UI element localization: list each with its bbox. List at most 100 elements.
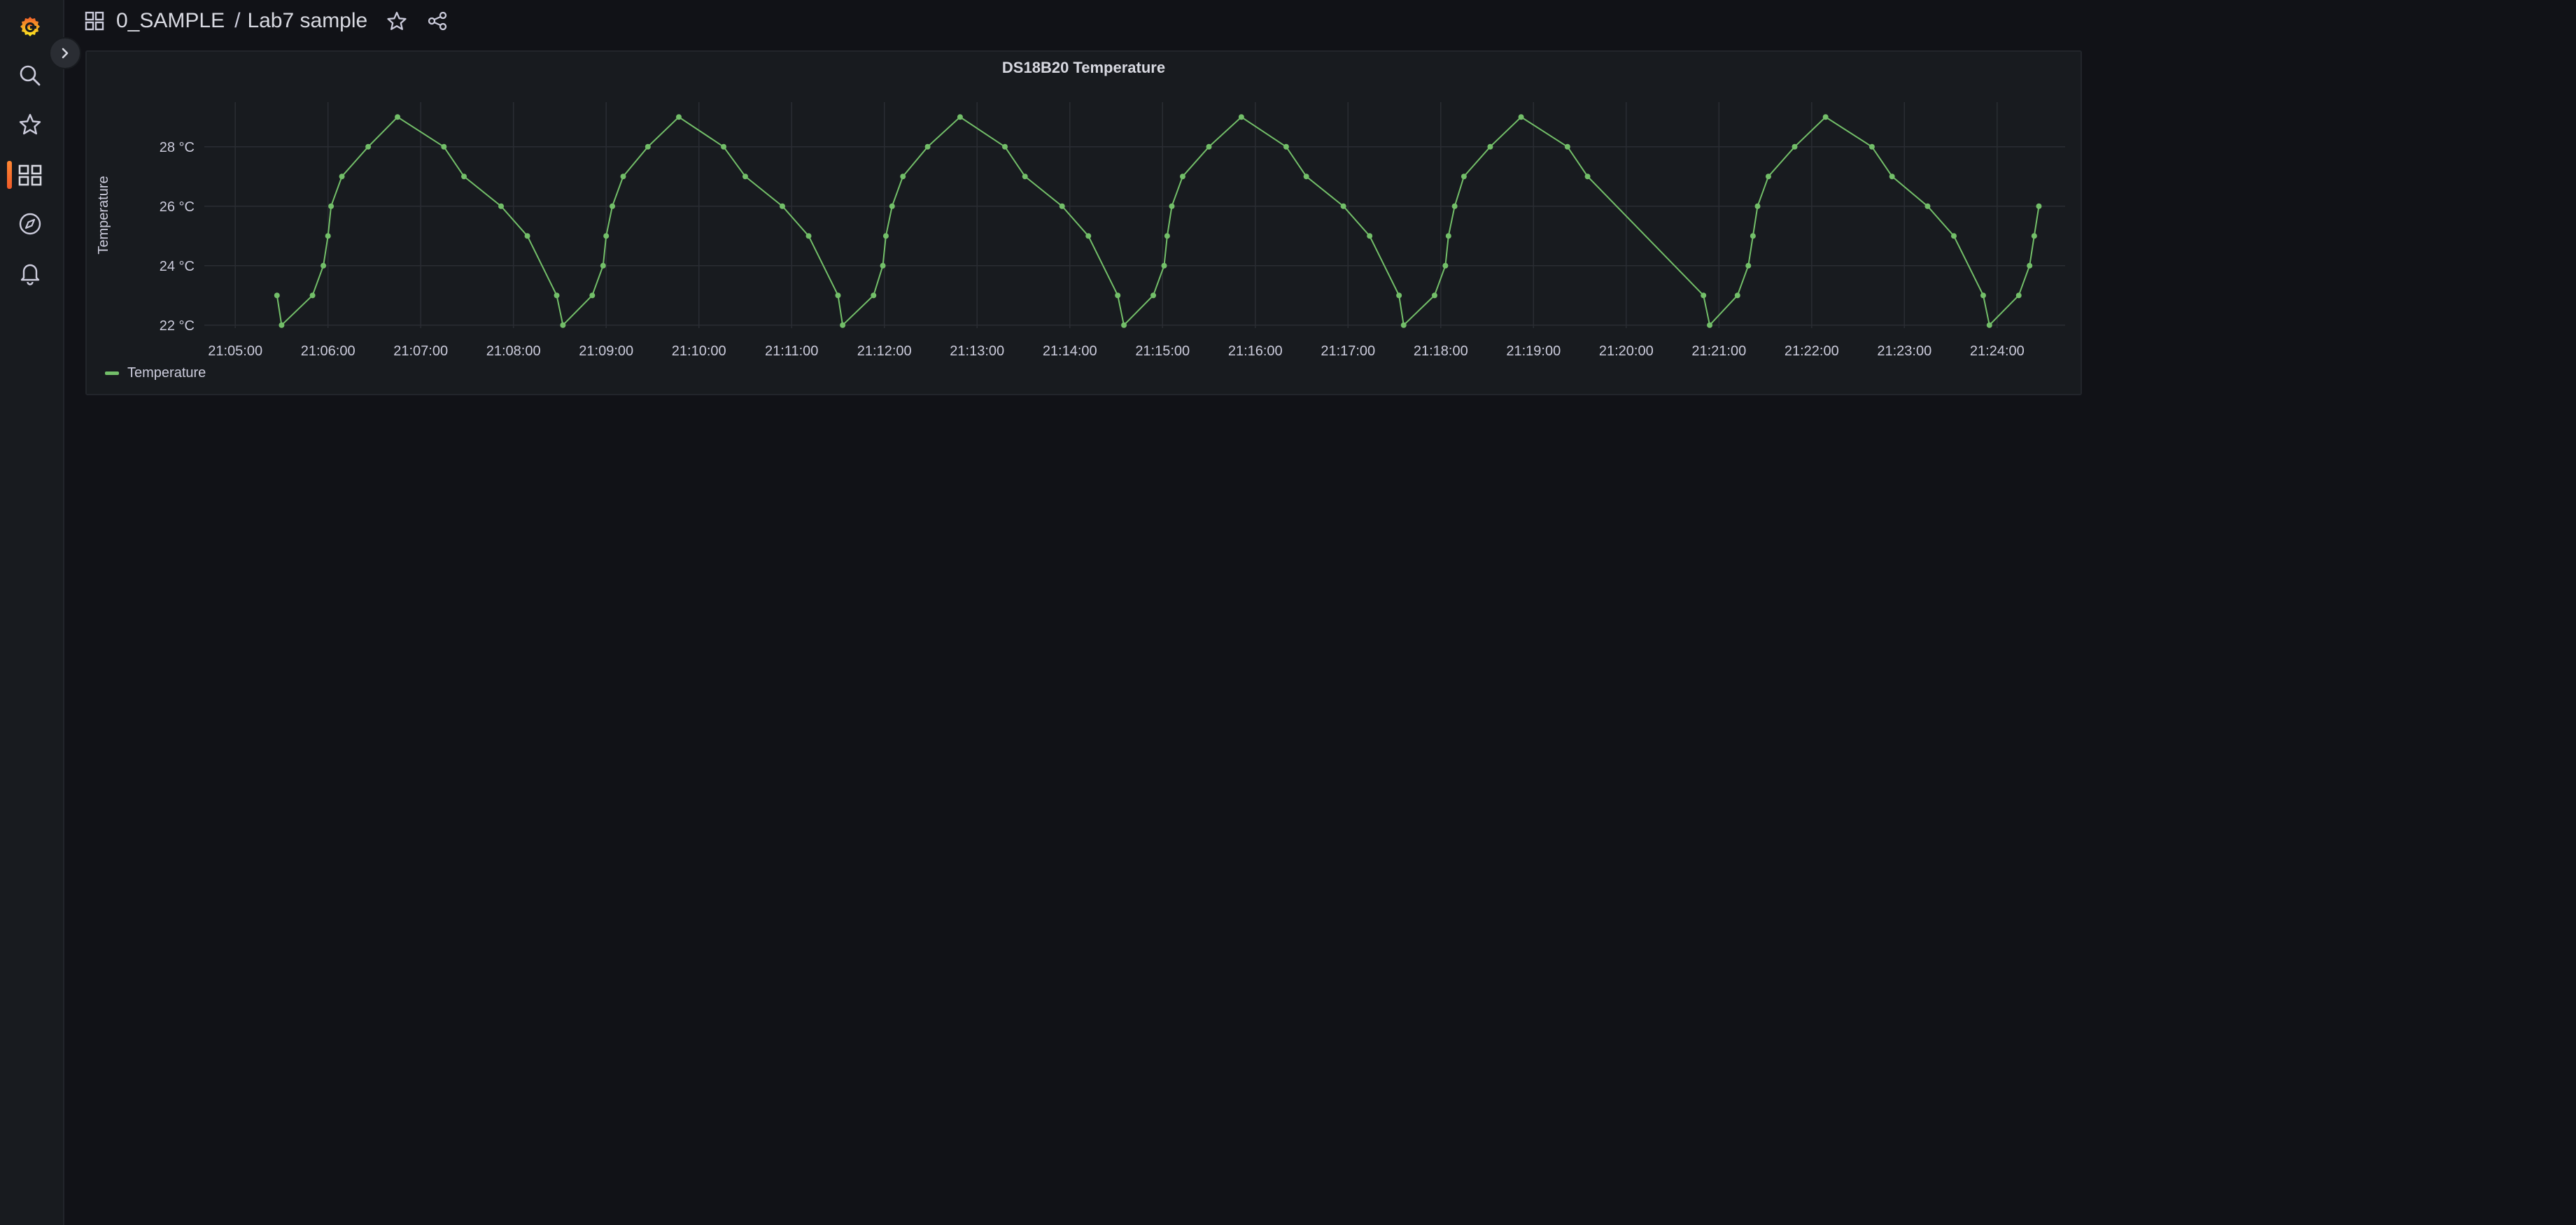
data-point (325, 233, 331, 239)
x-tick-label: 21:09:00 (579, 344, 633, 359)
data-point (1121, 322, 1127, 328)
alerting-nav[interactable] (15, 257, 45, 288)
data-point (610, 203, 616, 209)
data-point (1950, 233, 1957, 239)
data-point (279, 322, 285, 328)
dashboard-title[interactable]: Lab7 sample (247, 9, 368, 32)
data-point (924, 143, 931, 150)
data-point (1445, 233, 1451, 239)
sidebar (0, 0, 64, 1225)
data-point (1461, 174, 1467, 180)
x-tick-label: 21:05:00 (208, 344, 262, 359)
data-point (1518, 114, 1524, 120)
data-point (835, 292, 841, 299)
data-point (721, 143, 727, 150)
chart-panel[interactable]: DS18B20 Temperature 22 °C 24 °C 26 °C 28 °C… (85, 50, 2082, 395)
y-tick-label: 22 °C (160, 318, 195, 334)
legend-swatch (105, 371, 119, 375)
x-tick-label: 21:06:00 (301, 344, 356, 359)
x-tick-label: 21:24:00 (1970, 344, 2025, 359)
x-tick-label: 21:11:00 (765, 344, 818, 359)
data-point (1085, 233, 1092, 239)
data-point (1745, 262, 1752, 269)
data-point (1765, 174, 1771, 180)
data-point (1150, 292, 1157, 299)
dashboards-nav[interactable] (15, 160, 45, 190)
data-point (2036, 203, 2042, 209)
y-tick-label: 26 °C (160, 199, 195, 215)
data-point (1868, 143, 1875, 150)
x-tick-label: 21:10:00 (672, 344, 726, 359)
data-point (1924, 203, 1931, 209)
expand-menu-button[interactable] (49, 37, 81, 69)
apps-icon (18, 164, 42, 186)
data-point (1340, 203, 1346, 209)
x-tick-label: 21:17:00 (1321, 344, 1375, 359)
data-point (889, 203, 895, 209)
y-tick-label: 24 °C (160, 259, 195, 274)
data-point (600, 262, 606, 269)
data-point (309, 292, 316, 299)
data-point (1431, 292, 1437, 299)
data-point (1400, 322, 1407, 328)
legend-label: Temperature (127, 365, 206, 381)
share-icon[interactable] (426, 10, 449, 32)
series-line (276, 116, 2040, 327)
bell-icon (20, 264, 40, 285)
temperature-chart[interactable]: 22 °C 24 °C 26 °C 28 °C 21:05:00 21:06:00 21:0… (87, 52, 2081, 394)
x-tick-label: 21:18:00 (1414, 344, 1468, 359)
data-point (1451, 203, 1458, 209)
x-tick-label: 21:21:00 (1691, 344, 1746, 359)
explore-nav[interactable] (15, 208, 45, 239)
x-tick-label: 21:14:00 (1043, 344, 1097, 359)
x-tick-label: 21:07:00 (393, 344, 448, 359)
x-tick-label: 21:16:00 (1228, 344, 1283, 359)
data-point (1889, 174, 1895, 180)
data-point (1367, 233, 1373, 239)
x-tick-label: 21:23:00 (1877, 344, 1931, 359)
data-point (620, 174, 626, 180)
data-point (395, 114, 401, 120)
data-point (1442, 262, 1449, 269)
chevron-right-icon (62, 48, 69, 59)
data-point (1986, 322, 1992, 328)
data-point (274, 292, 280, 299)
data-point (880, 262, 886, 269)
data-point (1059, 203, 1065, 209)
star-icon[interactable] (386, 10, 408, 32)
data-point (1792, 143, 1798, 150)
data-point (805, 233, 812, 239)
dashboard-nav: 0_SAMPLE / Lab7 sample (84, 6, 449, 36)
starred-nav[interactable] (15, 109, 45, 140)
data-point (1283, 143, 1289, 150)
data-point (900, 174, 906, 180)
data-point (1022, 174, 1028, 180)
data-point (779, 203, 785, 209)
breadcrumb-separator: / (234, 9, 241, 32)
search-icon (20, 65, 41, 86)
x-tick-label: 21:22:00 (1785, 344, 1839, 359)
data-point (1980, 292, 1986, 299)
data-point (1396, 292, 1402, 299)
data-point (1701, 292, 1707, 299)
data-point (1822, 114, 1829, 120)
x-tick-label: 21:20:00 (1599, 344, 1654, 359)
grafana-logo[interactable] (15, 11, 45, 42)
star-icon (19, 113, 41, 135)
compass-icon (19, 213, 41, 235)
data-point (554, 292, 560, 299)
dashboard-grid-icon (85, 11, 104, 31)
breadcrumb-folder[interactable]: 0_SAMPLE (116, 9, 225, 32)
data-point (1584, 174, 1591, 180)
x-tick-label: 21:08:00 (486, 344, 541, 359)
data-point (1238, 114, 1244, 120)
data-point (1303, 174, 1309, 180)
data-point (1734, 292, 1740, 299)
legend-item[interactable]: Temperature (105, 365, 206, 381)
data-point (1206, 143, 1212, 150)
search-nav[interactable] (15, 60, 45, 91)
x-tick-label: 21:19:00 (1506, 344, 1561, 359)
panel-title[interactable]: DS18B20 Temperature (1001, 59, 1166, 76)
data-point (365, 143, 372, 150)
